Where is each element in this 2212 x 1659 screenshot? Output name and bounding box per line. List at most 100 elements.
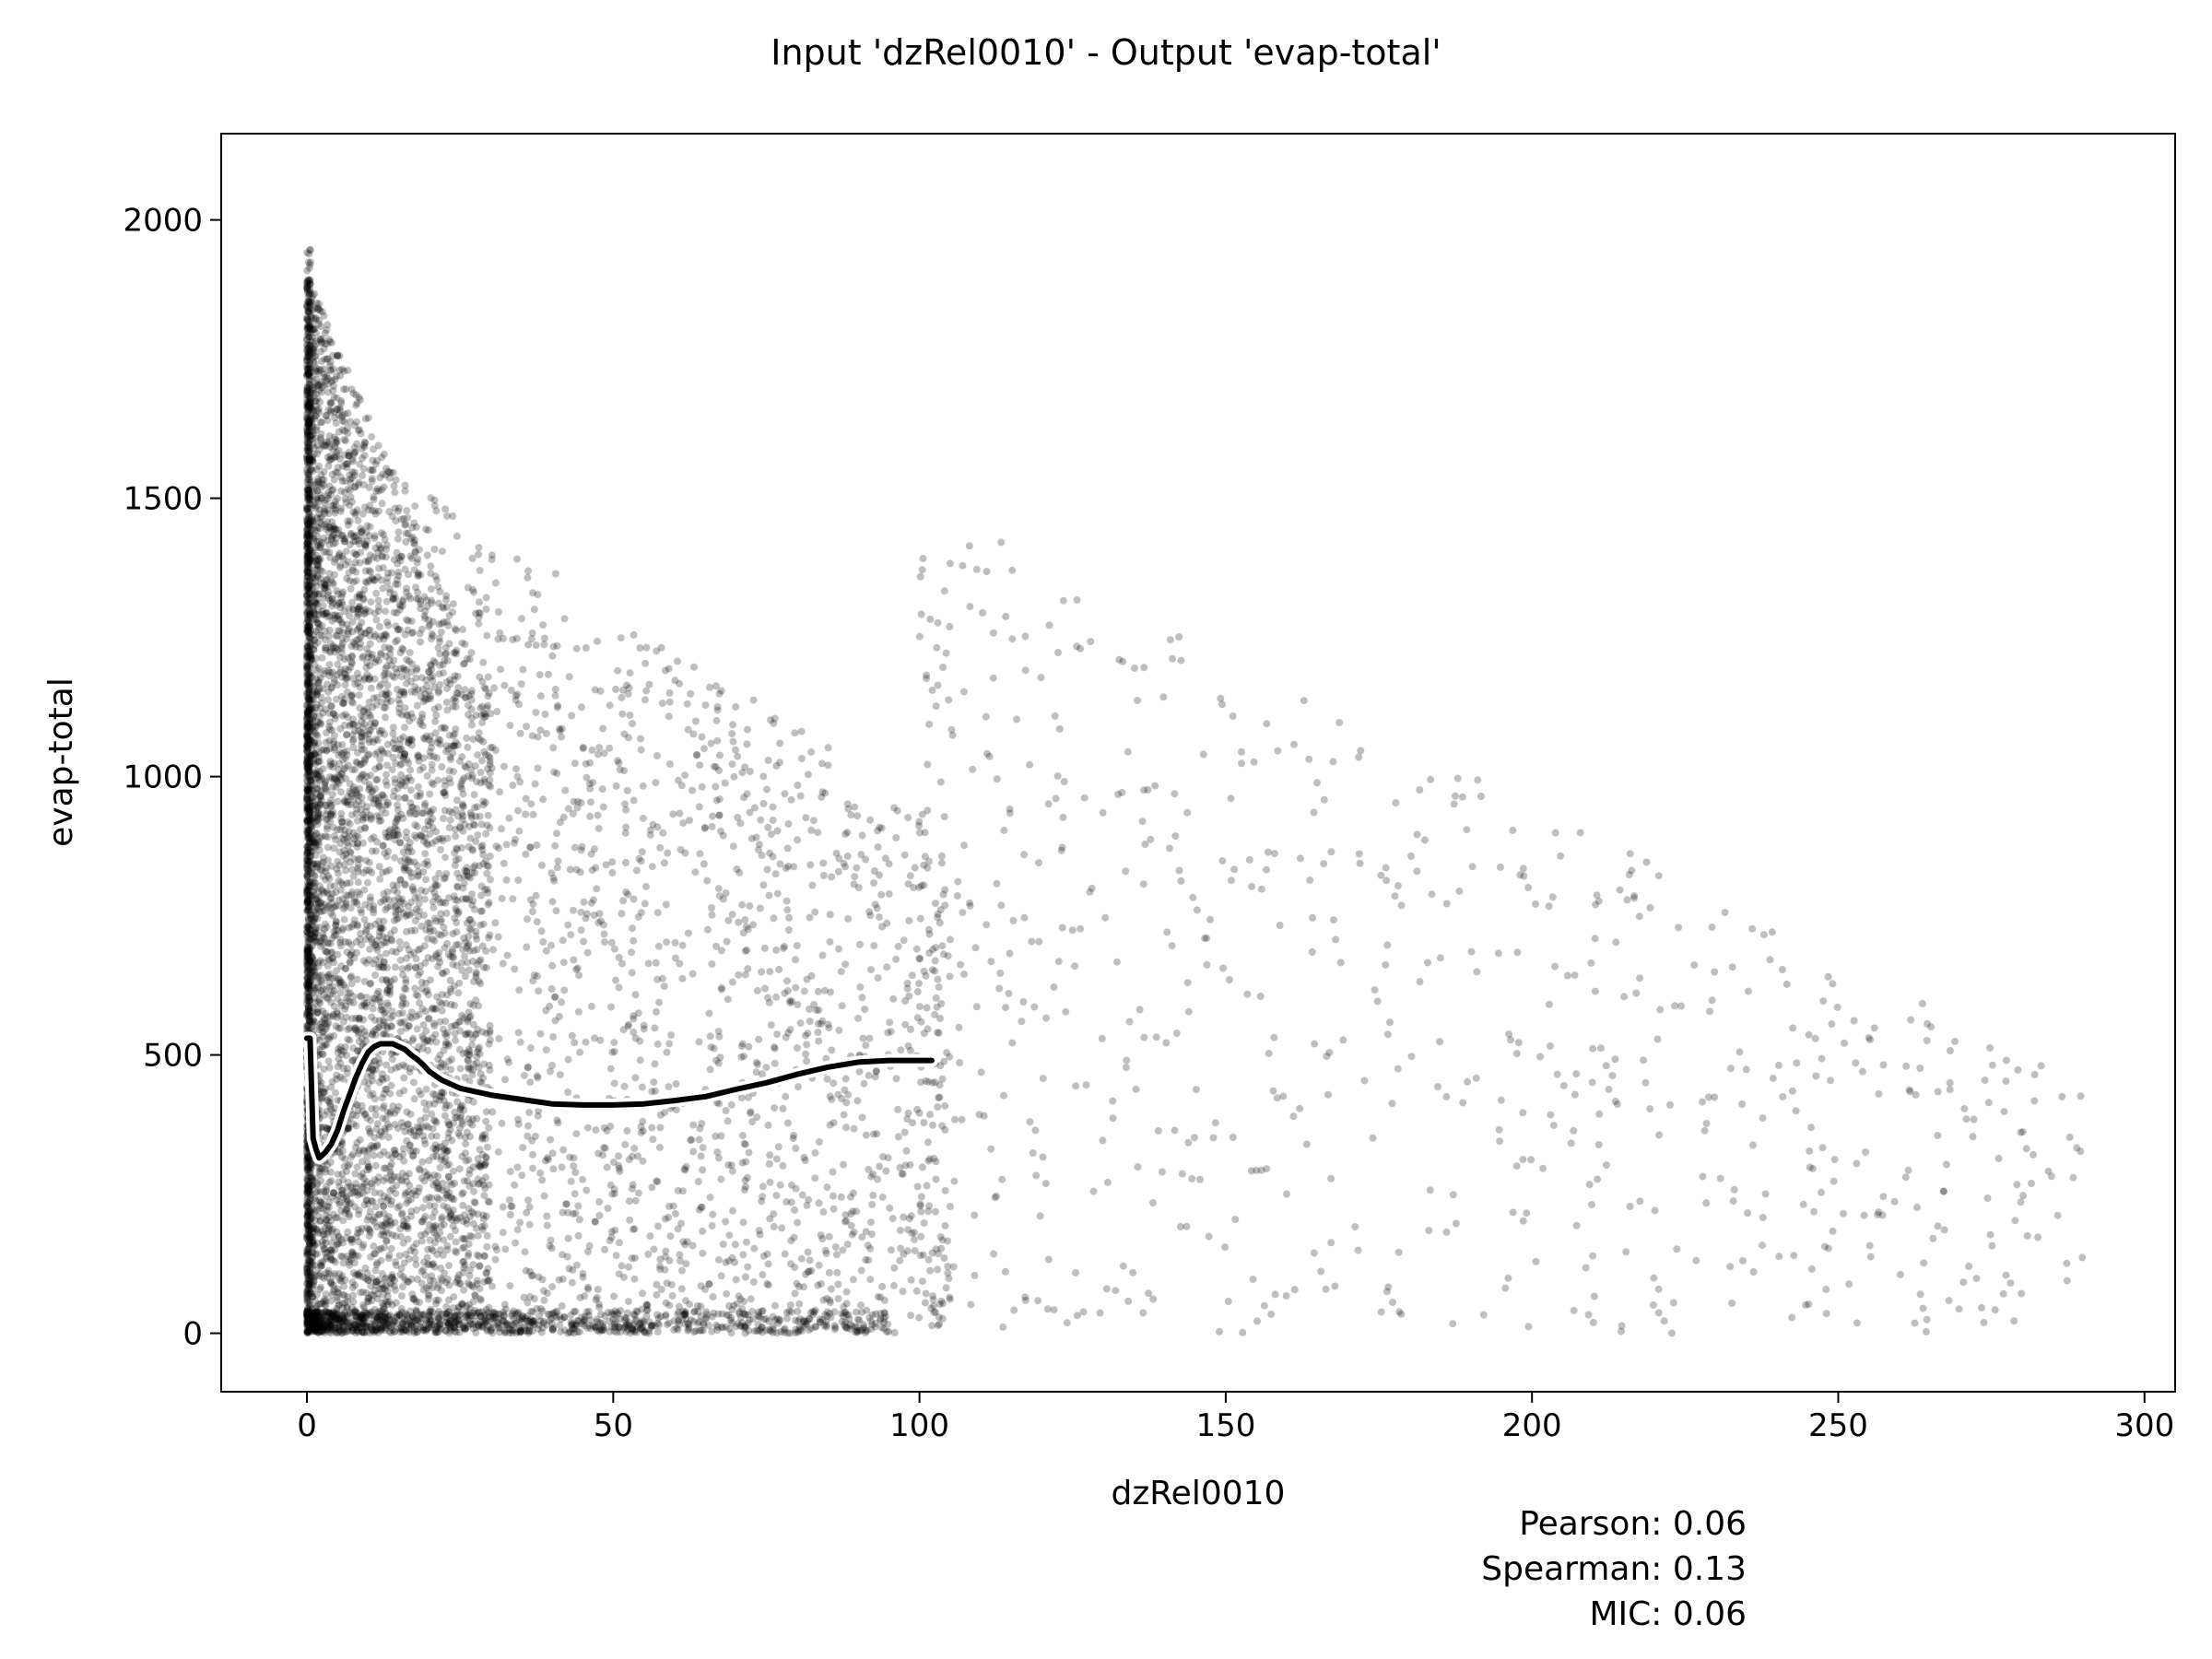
scatter-point bbox=[483, 1268, 491, 1277]
scatter-point bbox=[390, 787, 398, 795]
scatter-point bbox=[370, 909, 378, 917]
scatter-point bbox=[472, 927, 480, 935]
scatter-point bbox=[394, 686, 402, 693]
scatter-point bbox=[330, 737, 337, 746]
scatter-point bbox=[382, 989, 391, 997]
scatter-point bbox=[480, 1161, 488, 1170]
scatter-point bbox=[745, 1148, 753, 1157]
scatter-point bbox=[338, 411, 347, 419]
scatter-point bbox=[343, 730, 351, 738]
scatter-point bbox=[625, 1197, 633, 1206]
scatter-point bbox=[764, 757, 772, 764]
scatter-point bbox=[405, 571, 413, 579]
scatter-point bbox=[409, 1078, 418, 1087]
scatter-point bbox=[337, 532, 346, 540]
scatter-point bbox=[310, 346, 318, 354]
scatter-point bbox=[407, 1275, 416, 1283]
scatter-point bbox=[310, 983, 318, 992]
scatter-point bbox=[454, 910, 462, 918]
scatter-point bbox=[325, 723, 334, 731]
scatter-point bbox=[695, 1038, 703, 1046]
scatter-point bbox=[464, 743, 472, 751]
scatter-point bbox=[345, 448, 353, 456]
scatter-point bbox=[377, 899, 385, 906]
scatter-point bbox=[377, 698, 385, 706]
scatter-point bbox=[342, 1194, 350, 1203]
scatter-point bbox=[483, 821, 491, 830]
scatter-point bbox=[441, 1018, 450, 1026]
scatter-point bbox=[475, 598, 483, 606]
scatter-point bbox=[323, 738, 330, 747]
scatter-point bbox=[329, 740, 337, 748]
scatter-point bbox=[359, 813, 368, 821]
scatter-point bbox=[328, 594, 336, 603]
scatter-point bbox=[347, 858, 355, 866]
scatter-point bbox=[353, 975, 361, 983]
scatter-point bbox=[354, 679, 362, 687]
scatter-point bbox=[839, 1246, 847, 1254]
scatter-point bbox=[397, 515, 406, 524]
scatter-point bbox=[471, 804, 479, 812]
scatter-point bbox=[397, 673, 406, 681]
scatter-point bbox=[397, 1232, 406, 1241]
scatter-point bbox=[334, 926, 342, 935]
scatter-point bbox=[335, 861, 343, 869]
scatter-point bbox=[637, 746, 645, 754]
scatter-point bbox=[325, 432, 334, 440]
scatter-point bbox=[851, 873, 859, 881]
scatter-point bbox=[372, 776, 381, 784]
scatter-point bbox=[818, 1235, 827, 1243]
scatter-point bbox=[407, 741, 416, 749]
scatter-point bbox=[326, 455, 335, 464]
scatter-point bbox=[398, 965, 406, 973]
scatter-point bbox=[438, 1213, 446, 1221]
scatter-point bbox=[303, 1280, 312, 1288]
scatter-point bbox=[485, 934, 493, 942]
scatter-point bbox=[653, 752, 661, 759]
scatter-point bbox=[313, 565, 322, 573]
scatter-point bbox=[484, 692, 492, 700]
scatter-point bbox=[326, 668, 335, 677]
scatter-point bbox=[579, 1269, 587, 1277]
scatter-point bbox=[701, 823, 710, 831]
scatter-point bbox=[441, 1269, 448, 1277]
scatter-point bbox=[365, 750, 373, 759]
scatter-point bbox=[438, 834, 446, 842]
scatter-point bbox=[382, 632, 391, 641]
scatter-point bbox=[476, 1179, 484, 1187]
scatter-point bbox=[377, 941, 385, 949]
scatter-point bbox=[403, 1216, 411, 1223]
scatter-point bbox=[335, 1233, 343, 1241]
scatter-point bbox=[419, 1021, 428, 1030]
scatter-point bbox=[406, 1065, 414, 1073]
scatter-point bbox=[453, 928, 461, 936]
scatter-point bbox=[347, 973, 355, 982]
scatter-point bbox=[341, 1206, 349, 1214]
scatter-point bbox=[941, 1101, 949, 1110]
scatter-point bbox=[544, 670, 552, 678]
scatter-point bbox=[343, 839, 351, 847]
scatter-point bbox=[348, 1111, 357, 1119]
scatter-point bbox=[311, 933, 319, 941]
scatter-point bbox=[323, 1186, 331, 1194]
scatter-point bbox=[429, 898, 437, 906]
scatter-point bbox=[474, 751, 482, 759]
scatter-point bbox=[360, 676, 368, 684]
scatter-point bbox=[324, 1273, 332, 1281]
scatter-point bbox=[316, 1285, 324, 1293]
scatter-point bbox=[520, 1071, 528, 1079]
scatter-point bbox=[331, 882, 339, 890]
scatter-point bbox=[371, 1161, 380, 1170]
scatter-point bbox=[359, 759, 368, 767]
scatter-point bbox=[444, 1321, 453, 1329]
scatter-point bbox=[463, 919, 471, 927]
scatter-point bbox=[365, 730, 373, 738]
scatter-point bbox=[429, 631, 437, 640]
scatter-point bbox=[382, 541, 391, 549]
scatter-point bbox=[371, 1218, 379, 1227]
scatter-point bbox=[491, 919, 500, 927]
scatter-point bbox=[662, 900, 670, 909]
scatter-point bbox=[303, 1203, 311, 1211]
scatter-point bbox=[395, 1252, 404, 1260]
scatter-point bbox=[315, 370, 323, 378]
